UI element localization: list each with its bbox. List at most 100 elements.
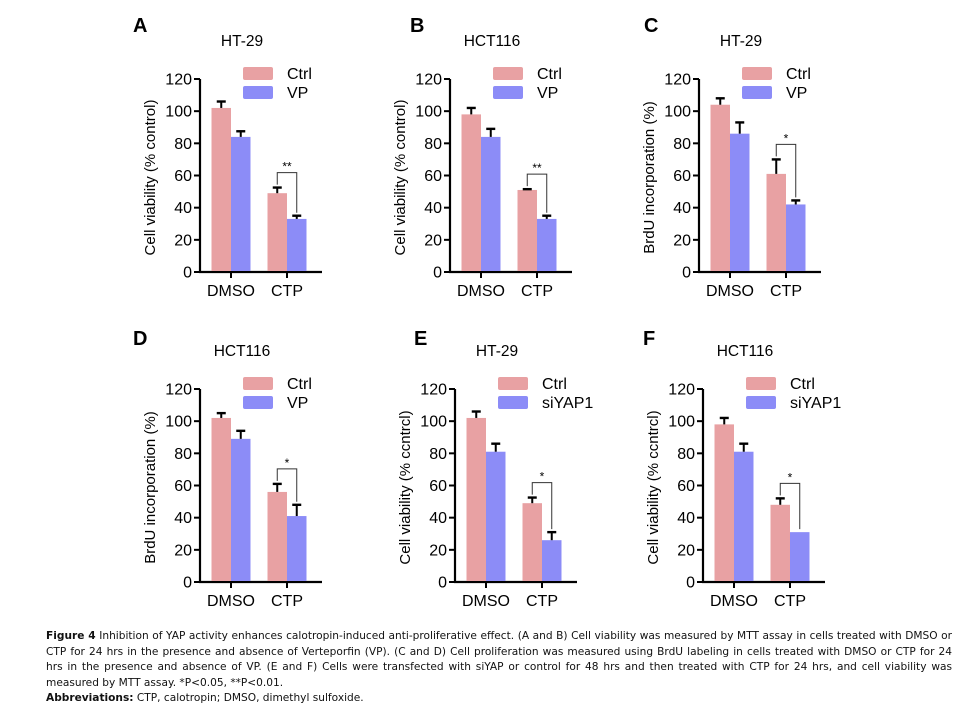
caption-text-1: Inhibition of YAP activity enhances calo… bbox=[95, 630, 952, 642]
caption-line-1: Figure 4 Inhibition of YAP activity enha… bbox=[46, 629, 952, 645]
panel-e-xtick-label: CTP bbox=[526, 593, 558, 610]
panel-e-legend-label-ctrl: Ctrl bbox=[542, 376, 567, 393]
panel-a-bar-vp-ctp bbox=[287, 218, 307, 271]
panel-d-ytick-label: 60 bbox=[174, 478, 192, 495]
panel-d-ylabel: BrdU incorporation (%) bbox=[142, 411, 159, 564]
panel-d-bar-ctrl-dmso bbox=[211, 417, 231, 581]
panel-f-bar-siyap1-dmso bbox=[734, 451, 754, 581]
panel-f-ytick-label: 0 bbox=[686, 575, 695, 592]
panel-f-bar-ctrl-dmso bbox=[714, 424, 734, 581]
panel-b-ytick-label: 20 bbox=[424, 232, 442, 249]
panel-b-bar-vp-dmso bbox=[481, 136, 501, 271]
panel-c-ytick-label: 0 bbox=[682, 265, 691, 282]
panel-c-significance-bracket bbox=[775, 143, 797, 198]
panel-e-ytick-label: 120 bbox=[420, 382, 447, 399]
panel-a-bar-ctrl-ctp bbox=[267, 193, 287, 271]
panel-f-bar-siyap1-ctp bbox=[790, 532, 810, 581]
panel-b-legend-swatch-vp bbox=[493, 86, 523, 99]
panel-e-letter: E bbox=[414, 328, 427, 350]
panel-c-legend-swatch-ctrl bbox=[742, 67, 772, 80]
panel-c-ytick-label: 100 bbox=[664, 104, 691, 121]
panel-d-bar-vp-ctp bbox=[287, 516, 307, 581]
panel-d-significance-bracket bbox=[276, 468, 298, 502]
panel-f-ytick-label: 60 bbox=[677, 478, 695, 495]
panel-f-title: HCT116 bbox=[717, 343, 774, 360]
panel-e-ytick-label: 100 bbox=[420, 414, 447, 431]
panel-c-letter: C bbox=[644, 15, 658, 37]
panel-c-bar-vp-dmso bbox=[730, 133, 750, 271]
panel-a-ytick-label: 100 bbox=[165, 104, 192, 121]
panel-a-ytick-label: 20 bbox=[174, 232, 192, 249]
panel-d-ytick-label: 0 bbox=[183, 575, 192, 592]
panel-e-significance-label: * bbox=[540, 470, 545, 484]
panel-f-ytick-label: 120 bbox=[668, 382, 695, 399]
panel-d-letter: D bbox=[133, 328, 147, 350]
panel-e-xtick-label: DMSO bbox=[462, 593, 510, 610]
panel-a-ytick-label: 60 bbox=[174, 168, 192, 185]
panel-f-ytick-label: 80 bbox=[677, 446, 695, 463]
panel-a-xtick-label: CTP bbox=[271, 283, 303, 300]
panel-e-ylabel: Cell viability (% ccntrcl) bbox=[397, 410, 414, 564]
panel-d-legend-label-vp: VP bbox=[287, 395, 308, 412]
panel-e-legend-label-siyap1: siYAP1 bbox=[542, 395, 593, 412]
panel-a-ytick-label: 0 bbox=[183, 265, 192, 282]
panel-f-ylabel: Cell viability (% ccntrcl) bbox=[645, 410, 662, 564]
panel-b-bar-ctrl-ctp bbox=[517, 189, 537, 271]
panel-f-ytick-label: 40 bbox=[677, 510, 695, 527]
panel-a-legend-swatch-ctrl bbox=[243, 67, 273, 80]
panel-d-ytick-label: 120 bbox=[165, 382, 192, 399]
panel-d-ytick-label: 80 bbox=[174, 446, 192, 463]
panel-b-title: HCT116 bbox=[464, 33, 521, 50]
panel-e-bar-ctrl-dmso bbox=[466, 417, 486, 581]
panel-d-ytick-label: 20 bbox=[174, 542, 192, 559]
panel-e-ytick-label: 0 bbox=[438, 575, 447, 592]
panel-e-ytick-label: 80 bbox=[429, 446, 447, 463]
panel-f-xtick-label: CTP bbox=[774, 593, 806, 610]
panel-b-legend-label-vp: VP bbox=[537, 85, 558, 102]
panel-b-bar-ctrl-dmso bbox=[461, 114, 481, 271]
panel-e-bar-siyap1-dmso bbox=[486, 451, 506, 581]
panel-a-ytick-label: 80 bbox=[174, 136, 192, 153]
caption-abbreviations: Abbreviations: CTP, calotropin; DMSO, di… bbox=[46, 691, 952, 707]
panel-e-ytick-label: 40 bbox=[429, 510, 447, 527]
panel-e-ytick-label: 20 bbox=[429, 542, 447, 559]
caption-line-2: CTP for 24 hrs in the presence and absen… bbox=[46, 645, 952, 658]
panel-c-ytick-label: 60 bbox=[673, 168, 691, 185]
panel-b-ytick-label: 120 bbox=[415, 72, 442, 89]
panel-a-title: HT-29 bbox=[221, 33, 263, 50]
panel-d-xtick-label: CTP bbox=[271, 593, 303, 610]
panel-f-legend-label-siyap1: siYAP1 bbox=[790, 395, 841, 412]
panel-c-xtick-label: CTP bbox=[770, 283, 802, 300]
panel-c-bar-ctrl-ctp bbox=[766, 173, 786, 271]
panel-f-significance-bracket bbox=[779, 482, 801, 530]
panel-c-xtick-label: DMSO bbox=[706, 283, 754, 300]
panel-a-ytick-label: 120 bbox=[165, 72, 192, 89]
panel-c-bar-vp-ctp bbox=[786, 204, 806, 271]
panel-e-bar-siyap1-ctp bbox=[542, 540, 562, 581]
panel-e-legend-swatch-ctrl bbox=[498, 377, 528, 390]
panel-c-significance-label: * bbox=[784, 131, 789, 145]
panel-a-bar-vp-dmso bbox=[231, 136, 251, 271]
panel-d-xtick-label: DMSO bbox=[207, 593, 255, 610]
panel-b-xtick-label: DMSO bbox=[457, 283, 505, 300]
panel-b-significance-label: ** bbox=[532, 161, 542, 175]
panel-b-ytick-label: 0 bbox=[433, 265, 442, 282]
panel-b-legend-label-ctrl: Ctrl bbox=[537, 66, 562, 83]
panel-e-legend-swatch-siyap1 bbox=[498, 396, 528, 409]
panel-a-legend-label-vp: VP bbox=[287, 85, 308, 102]
panel-a-ytick-label: 40 bbox=[174, 200, 192, 217]
panel-a-significance-bracket bbox=[276, 172, 298, 213]
panel-a-xtick-label: DMSO bbox=[207, 283, 255, 300]
panel-b-xtick-label: CTP bbox=[521, 283, 553, 300]
panel-e-title: HT-29 bbox=[476, 343, 518, 360]
caption-line-4: measured by MTT assay. *P<0.05, **P<0.01… bbox=[46, 676, 284, 689]
panel-d-ytick-label: 100 bbox=[165, 414, 192, 431]
panel-c-ylabel: BrdU incorporation (%) bbox=[641, 101, 658, 254]
panel-c-legend-label-ctrl: Ctrl bbox=[786, 66, 811, 83]
panel-a-legend-swatch-vp bbox=[243, 86, 273, 99]
panel-b-ytick-label: 60 bbox=[424, 168, 442, 185]
panel-c-ytick-label: 80 bbox=[673, 136, 691, 153]
figure-panels: A HT-29 Cell viability (% control) 0 20 40 60 8… bbox=[133, 15, 841, 610]
panel-b-significance-bracket bbox=[526, 173, 548, 213]
panel-d-legend-swatch-ctrl bbox=[243, 377, 273, 390]
